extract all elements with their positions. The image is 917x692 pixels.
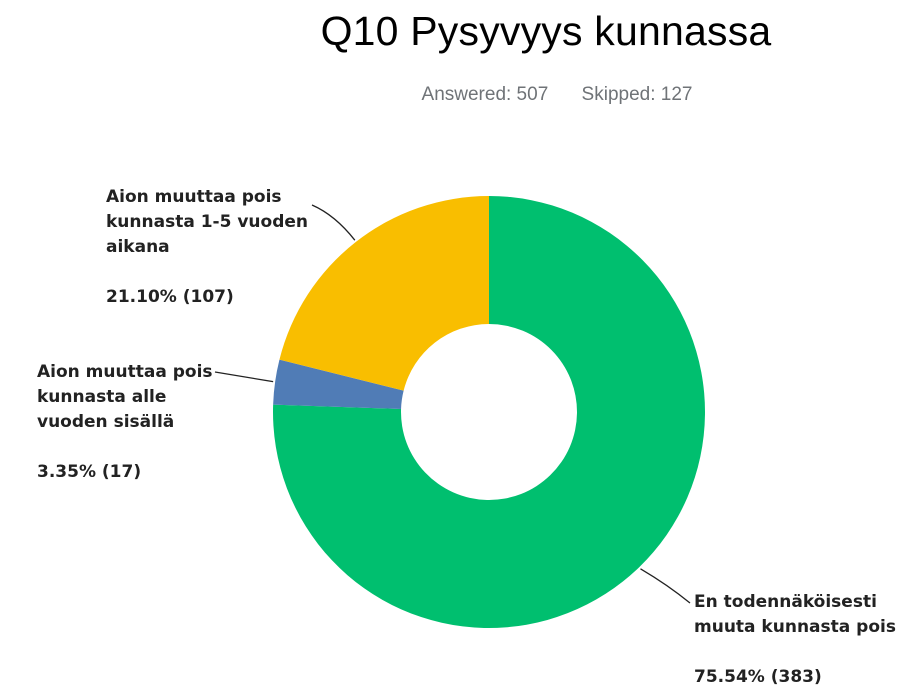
slice-label-line: muuta kunnasta pois: [694, 617, 896, 637]
skipped-count: Skipped: 127: [581, 84, 693, 105]
leader-line: [640, 568, 691, 604]
slice-label-moving-within-year: Aion muuttaa pois kunnasta alle vuoden s…: [37, 360, 213, 485]
answered-count: Answered: 507: [421, 84, 549, 105]
slice-percent-label: 75.54% (383): [694, 667, 822, 687]
slice-label-line: kunnasta 1-5 vuoden: [106, 212, 309, 232]
slice-percent-label: 21.10% (107): [106, 287, 234, 307]
slice-label-line: kunnasta alle: [37, 387, 167, 407]
leader-line: [311, 204, 356, 241]
leader-line: [214, 371, 274, 383]
slice-moving-1-5-years: [279, 196, 489, 391]
slice-label-not-moving: En todennäköisesti muuta kunnasta pois 7…: [694, 590, 896, 690]
slice-label-line: Aion muuttaa pois: [106, 187, 282, 207]
slice-not-moving: [273, 196, 705, 628]
chart-title: Q10 Pysyvyys kunnassa: [320, 8, 772, 54]
slice-moving-within-year: [273, 359, 404, 409]
slice-label-line: vuoden sisällä: [37, 412, 175, 432]
slice-label-line: En todennäköisesti: [694, 592, 877, 612]
slice-label-line: aikana: [106, 237, 170, 257]
slice-label-moving-1-5-years: Aion muuttaa pois kunnasta 1-5 vuoden ai…: [106, 185, 308, 310]
slice-label-line: Aion muuttaa pois: [37, 362, 213, 382]
response-stats: Answered: 507 Skipped: 127: [0, 84, 917, 106]
slice-percent-label: 3.35% (17): [37, 462, 142, 482]
